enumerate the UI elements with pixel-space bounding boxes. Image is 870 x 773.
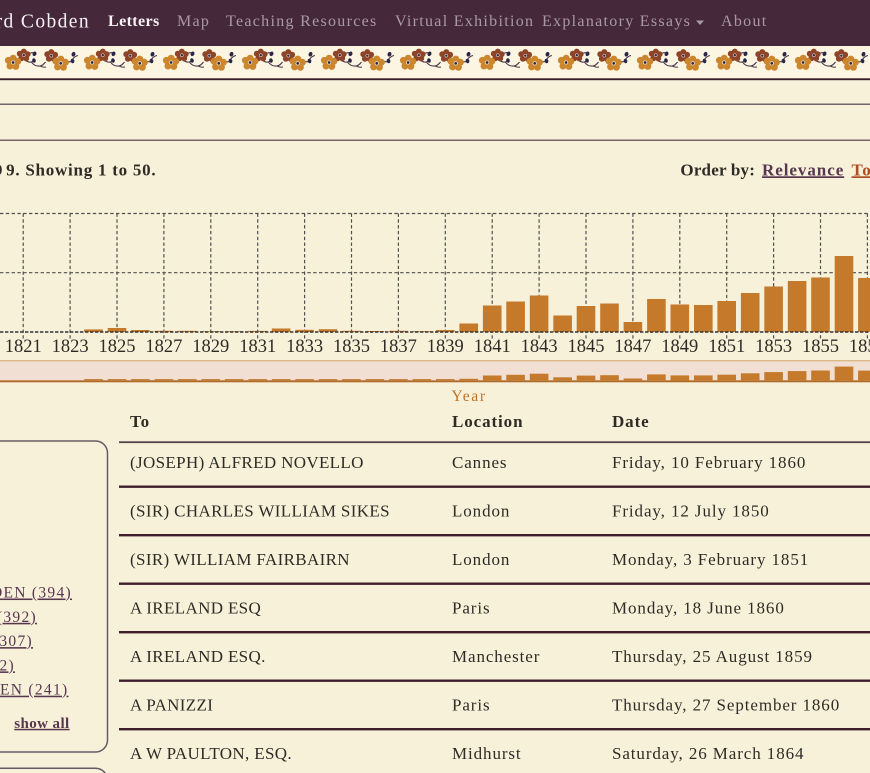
svg-text:Paris: Paris [452,599,491,618]
svg-text:Cannes: Cannes [452,453,507,472]
svg-text:A IRELAND ESQ: A IRELAND ESQ [130,599,261,618]
svg-text:1823: 1823 [52,337,89,357]
svg-text:Friday, 10 February 1860: Friday, 10 February 1860 [612,453,806,472]
svg-text:Letters: Letters [108,13,160,30]
svg-text:Manchester: Manchester [452,647,540,666]
svg-text:Saturday, 26 March 1864: Saturday, 26 March 1864 [612,744,804,763]
svg-text:1841: 1841 [474,337,511,357]
svg-text:1845: 1845 [568,337,605,357]
svg-text:1839: 1839 [427,337,464,357]
svg-text:1827: 1827 [145,337,182,357]
svg-text:Paris: Paris [452,696,491,715]
svg-text:Thursday, 25 August 1859: Thursday, 25 August 1859 [612,647,813,666]
svg-text:To: To [130,412,150,431]
svg-text:JOHN BRIGHT (252): JOHN BRIGHT (252) [0,657,15,674]
svg-text:London: London [452,502,510,521]
svg-text:1857: 1857 [849,337,870,357]
svg-text:1831: 1831 [239,337,276,357]
svg-text:1833: 1833 [286,337,323,357]
svg-text:1835: 1835 [333,337,370,357]
svg-text:Date: Date [612,412,650,431]
svg-text:To: To [852,160,870,179]
svg-text:A PANIZZI: A PANIZZI [130,696,213,715]
svg-text:About: About [721,13,768,30]
svg-text:Explanatory Essays: Explanatory Essays [542,13,691,30]
svg-text:(JOSEPH) ALFRED NOVELLO: (JOSEPH) ALFRED NOVELLO [130,453,364,472]
svg-text:(SIR) WILLIAM FAIRBAIRN: (SIR) WILLIAM FAIRBAIRN [130,550,350,569]
svg-text:Monday, 18 June 1860: Monday, 18 June 1860 [612,599,785,618]
svg-text:1843: 1843 [521,337,558,357]
svg-text:1851: 1851 [708,337,745,357]
svg-text:1825: 1825 [99,337,136,357]
svg-text:Map: Map [177,13,210,30]
svg-text:Friday, 12 July 1850: Friday, 12 July 1850 [612,502,770,521]
svg-text:London: London [452,550,510,569]
svg-text:1821: 1821 [5,337,42,357]
svg-text:1829: 1829 [192,337,229,357]
svg-text:9: 9 [0,161,2,180]
svg-text:Year: Year [451,388,486,405]
svg-text:Relevance: Relevance [762,160,844,179]
svg-text:Teaching Resources: Teaching Resources [226,13,378,30]
svg-text:1855: 1855 [802,337,839,357]
svg-text:1853: 1853 [755,337,792,357]
svg-text:RICHARD COBDEN (394): RICHARD COBDEN (394) [0,585,72,602]
svg-text:1837: 1837 [380,337,417,357]
svg-text:Thursday, 27 September 1860: Thursday, 27 September 1860 [612,696,840,715]
svg-text:Order by:: Order by: [680,160,755,179]
svg-text:1849: 1849 [661,337,698,357]
svg-text:show all: show all [14,716,69,732]
svg-text:Monday, 3 February 1851: Monday, 3 February 1851 [612,550,809,569]
svg-text:GEORGE WILSON (307): GEORGE WILSON (307) [0,633,33,650]
svg-text:Richard Cobden: Richard Cobden [0,12,90,33]
svg-text:Location: Location [452,412,523,431]
svg-text:CATHERINE COBDEN (392): CATHERINE COBDEN (392) [0,609,37,626]
svg-text:1847: 1847 [614,337,651,357]
svg-text:(SIR) CHARLES WILLIAM SIKES: (SIR) CHARLES WILLIAM SIKES [130,502,390,521]
svg-text:A IRELAND ESQ.: A IRELAND ESQ. [130,647,266,666]
svg-text:FREDERICK COBDEN (241): FREDERICK COBDEN (241) [0,682,69,699]
svg-text:Virtual Exhibition: Virtual Exhibition [395,13,534,30]
svg-text:Midhurst: Midhurst [452,744,522,763]
svg-text:9. Showing 1 to 50.: 9. Showing 1 to 50. [6,161,156,180]
svg-text:A W PAULTON, ESQ.: A W PAULTON, ESQ. [130,744,292,763]
